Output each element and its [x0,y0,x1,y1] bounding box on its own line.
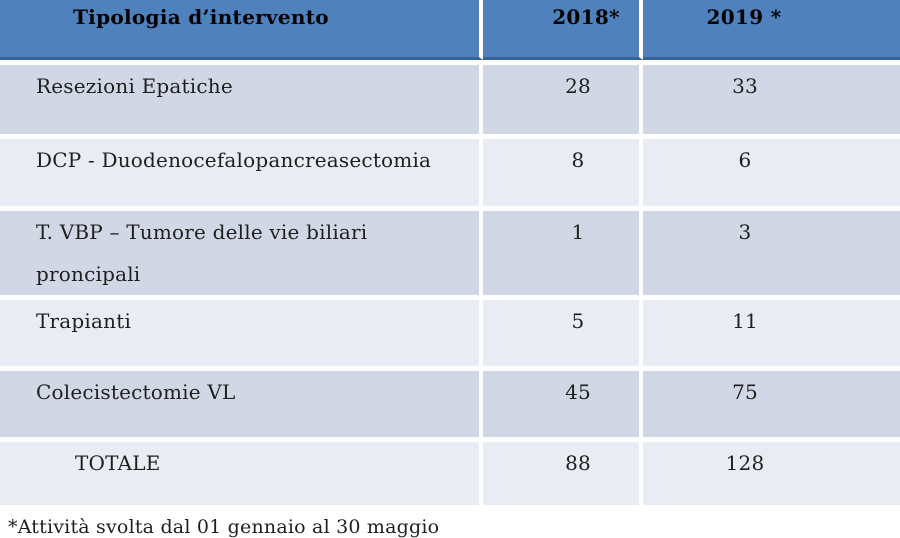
table-row: Resezioni Epatiche 28 33 [0,60,900,134]
column-header-2019: 2019 * [643,0,900,60]
value-2019-cell: 11 [643,295,900,366]
value-2019-cell: 75 [643,366,900,437]
row-label-cell: TOTALE [0,437,483,505]
column-header-2018: 2018* [483,0,643,60]
value-2018-cell: 88 [483,437,643,505]
table-row: T. VBP – Tumore delle vie biliari pronci… [0,206,900,295]
value-2019-cell: 6 [643,134,900,206]
table-row-total: TOTALE 88 128 [0,437,900,505]
value-2018-cell: 8 [483,134,643,206]
value-2019-cell: 3 [643,206,900,295]
value-2018-cell: 45 [483,366,643,437]
value-2019-cell: 128 [643,437,900,505]
row-label-cell: T. VBP – Tumore delle vie biliari pronci… [0,206,483,295]
footnote: *Attività svolta dal 01 gennaio al 30 ma… [8,516,440,538]
table-row: Trapianti 5 11 [0,295,900,366]
header-row: Tipologia d’intervento 2018* 2019 * [0,0,900,60]
column-header-tipologia: Tipologia d’intervento [0,0,483,60]
table-row: Colecistectomie VL 45 75 [0,366,900,437]
value-2018-cell: 5 [483,295,643,366]
row-label-cell: DCP - Duodenocefalopancreasectomia [0,134,483,206]
value-2019-cell: 33 [643,60,900,134]
row-label-cell: Colecistectomie VL [0,366,483,437]
value-2018-cell: 1 [483,206,643,295]
table-header: Tipologia d’intervento 2018* 2019 * [0,0,900,60]
table-row: DCP - Duodenocefalopancreasectomia 8 6 [0,134,900,206]
row-label-cell: Resezioni Epatiche [0,60,483,134]
row-label-cell: Trapianti [0,295,483,366]
value-2018-cell: 28 [483,60,643,134]
intervention-table: Tipologia d’intervento 2018* 2019 * Rese… [0,0,900,505]
